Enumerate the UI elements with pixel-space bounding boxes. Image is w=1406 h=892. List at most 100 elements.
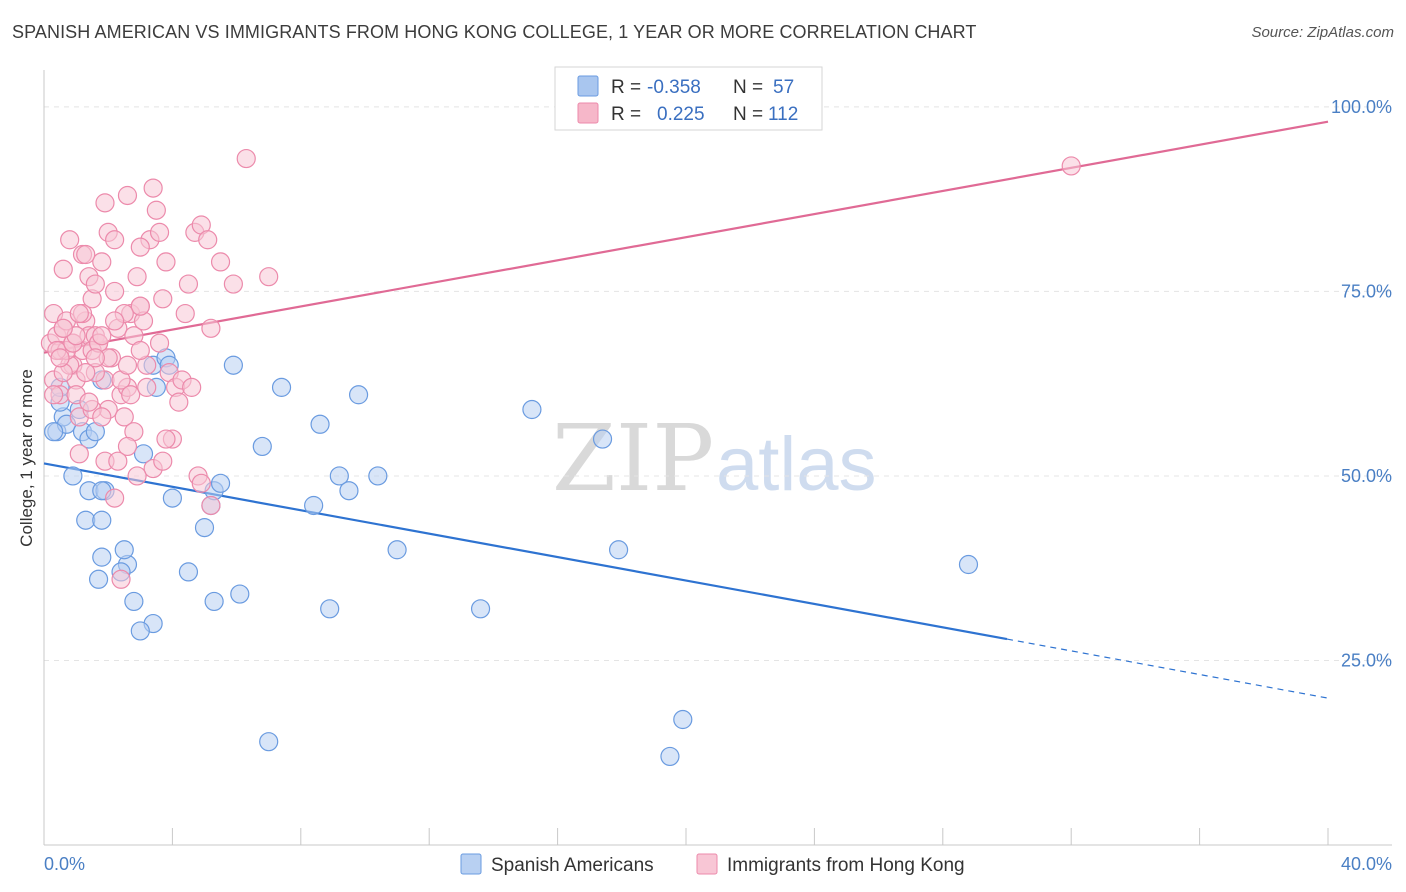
point-spanish-americans-16 [88, 569, 109, 589]
point-hong-kong-111 [117, 355, 138, 375]
y-tick-labels: 25.0% 50.0% 75.0% 100.0% [1331, 97, 1392, 671]
watermark: ZIP atlas [552, 405, 877, 512]
point-spanish-americans-31 [204, 591, 224, 612]
point-spanish-americans-42 [368, 466, 388, 486]
point-hong-kong-92 [130, 296, 150, 316]
point-spanish-americans-26 [178, 562, 199, 582]
point-hong-kong-89 [121, 385, 141, 405]
axes [43, 70, 1392, 846]
legend-swatch-blue [577, 75, 599, 97]
x-ticks [43, 828, 1329, 845]
x-tick-label-max: 40.0% [1341, 854, 1392, 874]
y-tick-label-75: 75.0% [1341, 281, 1392, 301]
point-spanish-americans-47 [608, 540, 629, 560]
point-hong-kong-9 [60, 230, 80, 250]
point-hong-kong-99 [53, 318, 73, 338]
trend-line-spanish-americans-extension [1006, 638, 1329, 699]
point-hong-kong-71 [201, 495, 221, 516]
point-hong-kong-44 [156, 252, 176, 272]
point-spanish-americans-41 [348, 385, 369, 405]
point-hong-kong-58 [259, 267, 279, 287]
legend-r-label-0: R = [611, 77, 641, 98]
point-spanish-americans-44 [470, 599, 491, 619]
point-hong-kong-68 [130, 340, 150, 361]
point-spanish-americans-9 [76, 510, 96, 530]
point-hong-kong-78 [69, 444, 89, 464]
legend-n-value-1: 112 [768, 104, 798, 125]
grid-lines [44, 106, 1392, 661]
point-spanish-americans-18 [114, 540, 134, 560]
bottom-legend-label-hong-kong: Immigrants from Hong Kong [727, 855, 965, 876]
point-spanish-americans-19 [124, 591, 144, 612]
point-hong-kong-74 [117, 436, 138, 457]
point-spanish-americans-25 [162, 488, 182, 508]
point-hong-kong-109 [1061, 156, 1081, 176]
legend-n-label-0: N = [733, 77, 763, 98]
point-hong-kong-103 [127, 466, 147, 486]
y-tick-label-50: 50.0% [1341, 466, 1392, 486]
point-hong-kong-105 [182, 377, 202, 397]
point-hong-kong-27 [105, 281, 125, 302]
point-hong-kong-23 [95, 193, 115, 213]
point-hong-kong-61 [85, 274, 105, 294]
point-spanish-americans-27 [194, 518, 215, 538]
y-tick-label-25: 25.0% [1341, 650, 1392, 670]
point-hong-kong-41 [146, 200, 166, 220]
point-spanish-americans-50 [259, 732, 279, 752]
point-spanish-americans-49 [660, 746, 680, 767]
point-spanish-americans-54 [130, 621, 150, 641]
point-hong-kong-55 [210, 252, 231, 272]
point-hong-kong-108 [153, 451, 173, 471]
data-points [40, 148, 1081, 767]
point-hong-kong-94 [105, 311, 125, 331]
point-hong-kong-48 [169, 392, 189, 412]
point-hong-kong-7 [53, 259, 73, 279]
point-hong-kong-91 [156, 429, 176, 449]
point-hong-kong-79 [111, 569, 131, 589]
point-hong-kong-106 [92, 407, 112, 427]
point-hong-kong-100 [44, 385, 64, 405]
point-spanish-americans-34 [252, 436, 272, 457]
point-spanish-americans-56 [44, 422, 64, 442]
point-spanish-americans-39 [329, 466, 349, 486]
point-hong-kong-97 [76, 363, 96, 383]
point-hong-kong-56 [223, 274, 243, 294]
point-hong-kong-35 [127, 267, 147, 287]
legend-box: R = -0.358 N = 57 R = 0.225 N = 112 [554, 66, 823, 131]
point-hong-kong-62 [76, 244, 96, 265]
point-hong-kong-110 [69, 303, 89, 324]
point-spanish-americans-46 [592, 429, 613, 449]
point-hong-kong-69 [149, 333, 170, 353]
point-spanish-americans-15 [92, 547, 112, 567]
point-hong-kong-90 [137, 377, 157, 397]
chart-source: Source: ZipAtlas.com [1251, 24, 1394, 41]
point-hong-kong-75 [105, 488, 125, 508]
bottom-legend: Spanish Americans Immigrants from Hong K… [460, 853, 965, 876]
point-hong-kong-101 [50, 348, 70, 368]
point-spanish-americans-32 [223, 355, 243, 375]
legend-r-value-0: -0.358 [647, 77, 701, 98]
point-hong-kong-22 [92, 252, 112, 272]
legend-swatch-pink [577, 102, 599, 124]
legend-n-label-1: N = [733, 104, 763, 125]
point-spanish-americans-36 [304, 495, 324, 516]
trend-line-spanish-americans [43, 462, 1008, 641]
point-hong-kong-57 [236, 148, 256, 169]
point-spanish-americans-51 [958, 554, 979, 575]
point-hong-kong-53 [198, 230, 218, 250]
point-hong-kong-42 [149, 222, 170, 242]
point-hong-kong-102 [79, 392, 99, 412]
point-hong-kong-26 [105, 230, 125, 250]
point-spanish-americans-30 [210, 473, 231, 493]
point-spanish-americans-40 [339, 481, 359, 501]
point-hong-kong-96 [85, 348, 105, 368]
y-tick-label-100: 100.0% [1331, 97, 1392, 117]
point-spanish-americans-37 [310, 414, 330, 434]
bottom-legend-swatch-pink [696, 853, 718, 875]
point-hong-kong-95 [92, 326, 112, 346]
point-hong-kong-43 [153, 289, 173, 309]
legend-box-frame [554, 66, 823, 131]
point-spanish-americans-48 [673, 709, 693, 730]
point-hong-kong-49 [175, 303, 195, 324]
